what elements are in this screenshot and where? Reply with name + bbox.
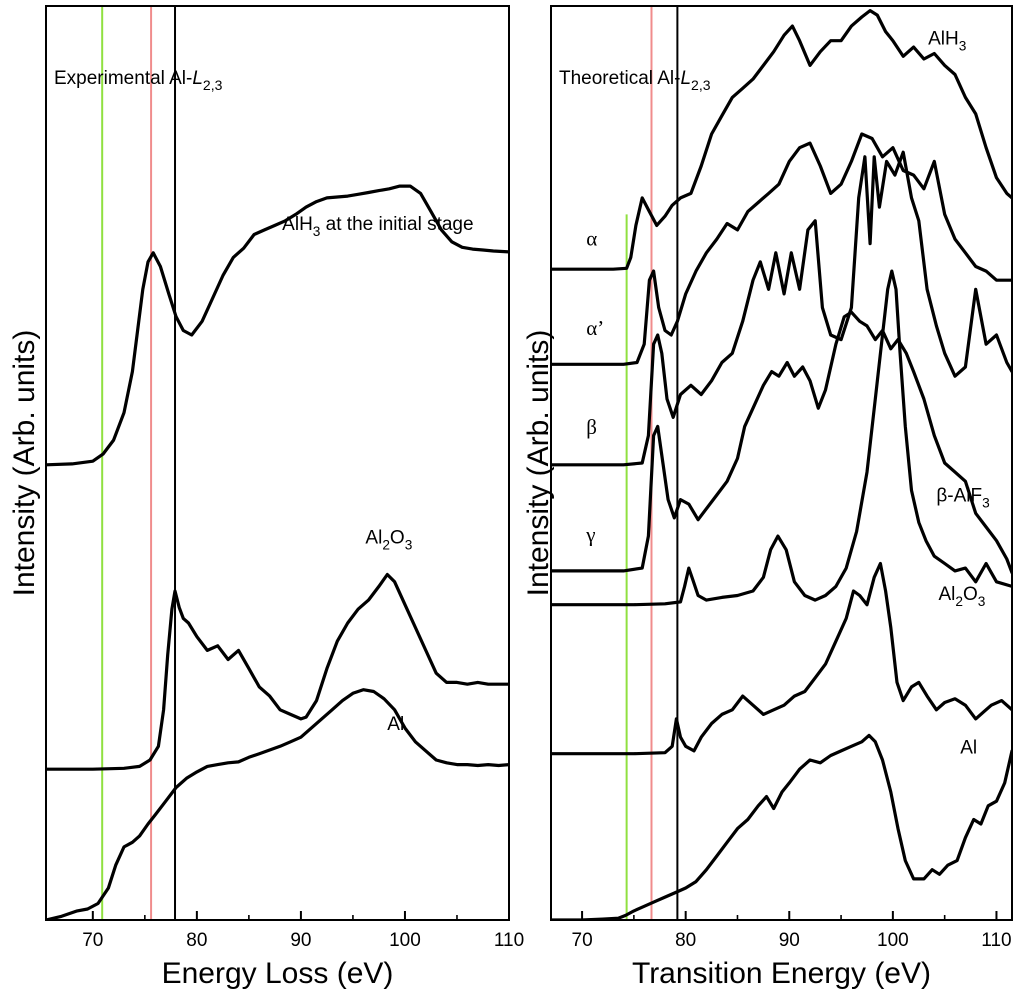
right-label-β-alf3: β-AlF3 — [936, 485, 989, 510]
left-curve-alh3-at-the-initial-stage — [46, 184, 509, 467]
right-series-group — [551, 9, 1012, 920]
left-panel-title-sub: 2,3 — [203, 77, 223, 93]
left-xtick-label-100: 100 — [389, 930, 421, 951]
right-label-β-alf3-text: β-AlF — [936, 485, 982, 506]
right-xtick-label-100: 100 — [877, 930, 909, 951]
right-label-al2o3-text-2: O — [963, 584, 978, 605]
right-curve-α — [551, 132, 1012, 366]
right-label-β-alf3-sub: 3 — [982, 495, 990, 510]
right-label-alh3-α: AlH3 — [928, 28, 966, 53]
right-label-al2o3-text: Al — [938, 584, 955, 605]
left-xtick-label-90: 90 — [290, 930, 311, 951]
left-label-alh3-at-the-initial-stage: AlH3 at the initial stage — [282, 214, 473, 239]
left-panel-title: Experimental Al-L2,3 — [54, 68, 223, 93]
right-x-axis-label: Transition Energy (eV) — [632, 957, 931, 990]
left-label-al2o3-text-2: O — [390, 527, 405, 548]
right-label-al2o3-sub: 2 — [955, 594, 963, 609]
right-label-alh3-α-text: AlH — [928, 28, 959, 49]
right-curve-β — [551, 150, 1012, 467]
right-y-axis-label: Intensity (Arb. units) — [522, 330, 555, 597]
left-label-al2o3: Al2O3 — [365, 527, 412, 552]
right-xtick-label-80: 80 — [675, 930, 696, 951]
left-label-al2o3-sub: 2 — [382, 537, 390, 552]
right-series-label-β: β — [586, 415, 597, 439]
right-label-al-text: Al — [960, 738, 977, 759]
left-xtick-label-80: 80 — [186, 930, 207, 951]
right-curve-γ — [551, 310, 1012, 575]
right-xtick-label-90: 90 — [779, 930, 800, 951]
right-panel-title-italic: L — [680, 68, 691, 89]
left-panel-title-text: Experimental Al- — [54, 68, 192, 89]
right-label-al2o3: Al2O3 — [938, 584, 985, 609]
left-label-alh3-at-the-initial-stage-sub: 3 — [313, 224, 321, 239]
right-curve-al — [551, 733, 1012, 920]
left-label-alh3-at-the-initial-stage-text-2: at the initial stage — [320, 214, 473, 235]
right-plot-frame — [550, 5, 1013, 921]
right-curve-β-alf3 — [551, 269, 1012, 607]
left-label-al2o3-text: Al — [365, 527, 382, 548]
left-label-al-text: Al — [387, 714, 404, 735]
left-xtick-label-110: 110 — [494, 930, 524, 951]
right-curve-alh3-α — [551, 9, 1012, 271]
left-curve-al2o3 — [46, 572, 509, 771]
right-label-alh3-α-sub: 3 — [959, 38, 967, 53]
right-panel-title-text: Theoretical Al- — [559, 68, 680, 89]
right-curve-al2o3 — [551, 561, 1012, 756]
left-x-axis-label: Energy Loss (eV) — [162, 957, 394, 990]
right-panel-title-sub: 2,3 — [691, 77, 711, 93]
left-xtick-label-70: 70 — [82, 930, 103, 951]
right-series-label-α: α — [586, 226, 597, 250]
right-series-label-α: α’ — [586, 316, 604, 340]
left-label-alh3-at-the-initial-stage-text: AlH — [282, 214, 313, 235]
right-label-al2o3-sub-2: 3 — [978, 594, 986, 609]
left-series-group — [46, 184, 509, 920]
right-label-al: Al — [960, 738, 977, 759]
right-series-label-γ: γ — [585, 523, 595, 547]
left-label-al: Al — [387, 714, 404, 735]
left-label-al2o3-sub-2: 3 — [405, 537, 413, 552]
left-plot-frame — [45, 5, 510, 921]
left-curve-al — [46, 688, 509, 920]
right-panel-title: Theoretical Al-L2,3 — [559, 68, 711, 93]
left-panel-title-italic: L — [192, 68, 203, 89]
right-xtick-label-110: 110 — [981, 930, 1011, 951]
right-xtick-label-70: 70 — [572, 930, 593, 951]
left-y-axis-label: Intensity (Arb. units) — [8, 330, 41, 597]
